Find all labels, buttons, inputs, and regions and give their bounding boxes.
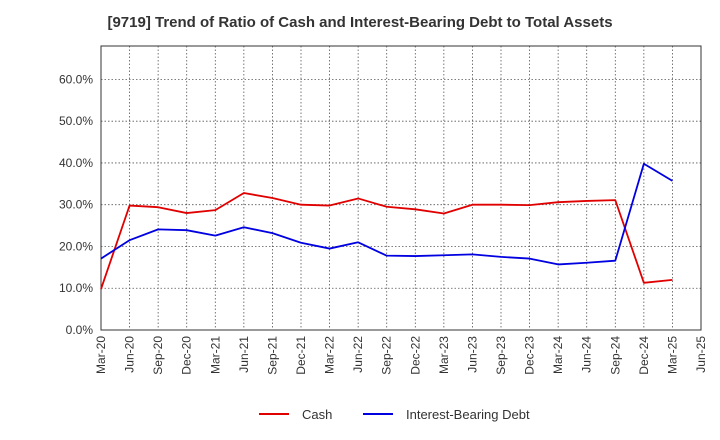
x-tick-label: Sep-20	[151, 336, 165, 375]
x-tick-label: Dec-22	[408, 336, 422, 375]
y-tick-label: 60.0%	[59, 72, 93, 86]
legend: Cash Interest-Bearing Debt	[259, 407, 530, 422]
y-tick-label: 20.0%	[59, 239, 93, 253]
y-tick-label: 40.0%	[59, 156, 93, 170]
x-tick-label: Jun-25	[694, 336, 708, 373]
y-tick-label: 0.0%	[66, 323, 94, 337]
chart-title: [9719] Trend of Ratio of Cash and Intere…	[107, 14, 613, 31]
x-tick-label: Mar-25	[665, 336, 679, 374]
x-tick-label: Dec-23	[523, 336, 537, 375]
x-tick-label: Sep-22	[380, 336, 394, 375]
x-tick-label: Mar-20	[94, 336, 108, 374]
x-tick-label: Mar-23	[437, 336, 451, 374]
x-tick-label: Jun-21	[237, 336, 251, 373]
legend-label-interest-bearing-debt: Interest-Bearing Debt	[406, 407, 530, 422]
x-tick-label: Sep-23	[494, 336, 508, 375]
x-tick-label: Jun-20	[123, 336, 137, 373]
plot-frame	[100, 45, 702, 331]
series-layer	[100, 162, 673, 290]
y-tick-label: 10.0%	[59, 281, 93, 295]
series-line-cash	[100, 192, 673, 290]
x-tick-label: Mar-24	[551, 336, 565, 374]
grid-layer	[101, 46, 702, 330]
legend-label-cash: Cash	[302, 407, 332, 422]
x-tick-label: Sep-24	[608, 336, 622, 375]
series-line-interest-bearing-debt	[100, 162, 673, 266]
x-tick-label: Dec-20	[180, 336, 194, 375]
x-tick-label: Mar-21	[208, 336, 222, 374]
axis-layer: 0.0% 10.0% 20.0% 30.0% 40.0% 50.0% 60.0% Mar-20…	[59, 45, 708, 375]
x-tick-label: Jun-23	[465, 336, 479, 373]
y-tick-label: 30.0%	[59, 198, 93, 212]
x-tick-label: Dec-24	[637, 336, 651, 375]
x-tick-label: Mar-22	[323, 336, 337, 374]
x-tick-label: Jun-24	[580, 336, 594, 373]
x-tick-label: Dec-21	[294, 336, 308, 375]
x-tick-label: Sep-21	[265, 336, 279, 375]
x-tick-label: Jun-22	[351, 336, 365, 373]
y-tick-label: 50.0%	[59, 114, 93, 128]
